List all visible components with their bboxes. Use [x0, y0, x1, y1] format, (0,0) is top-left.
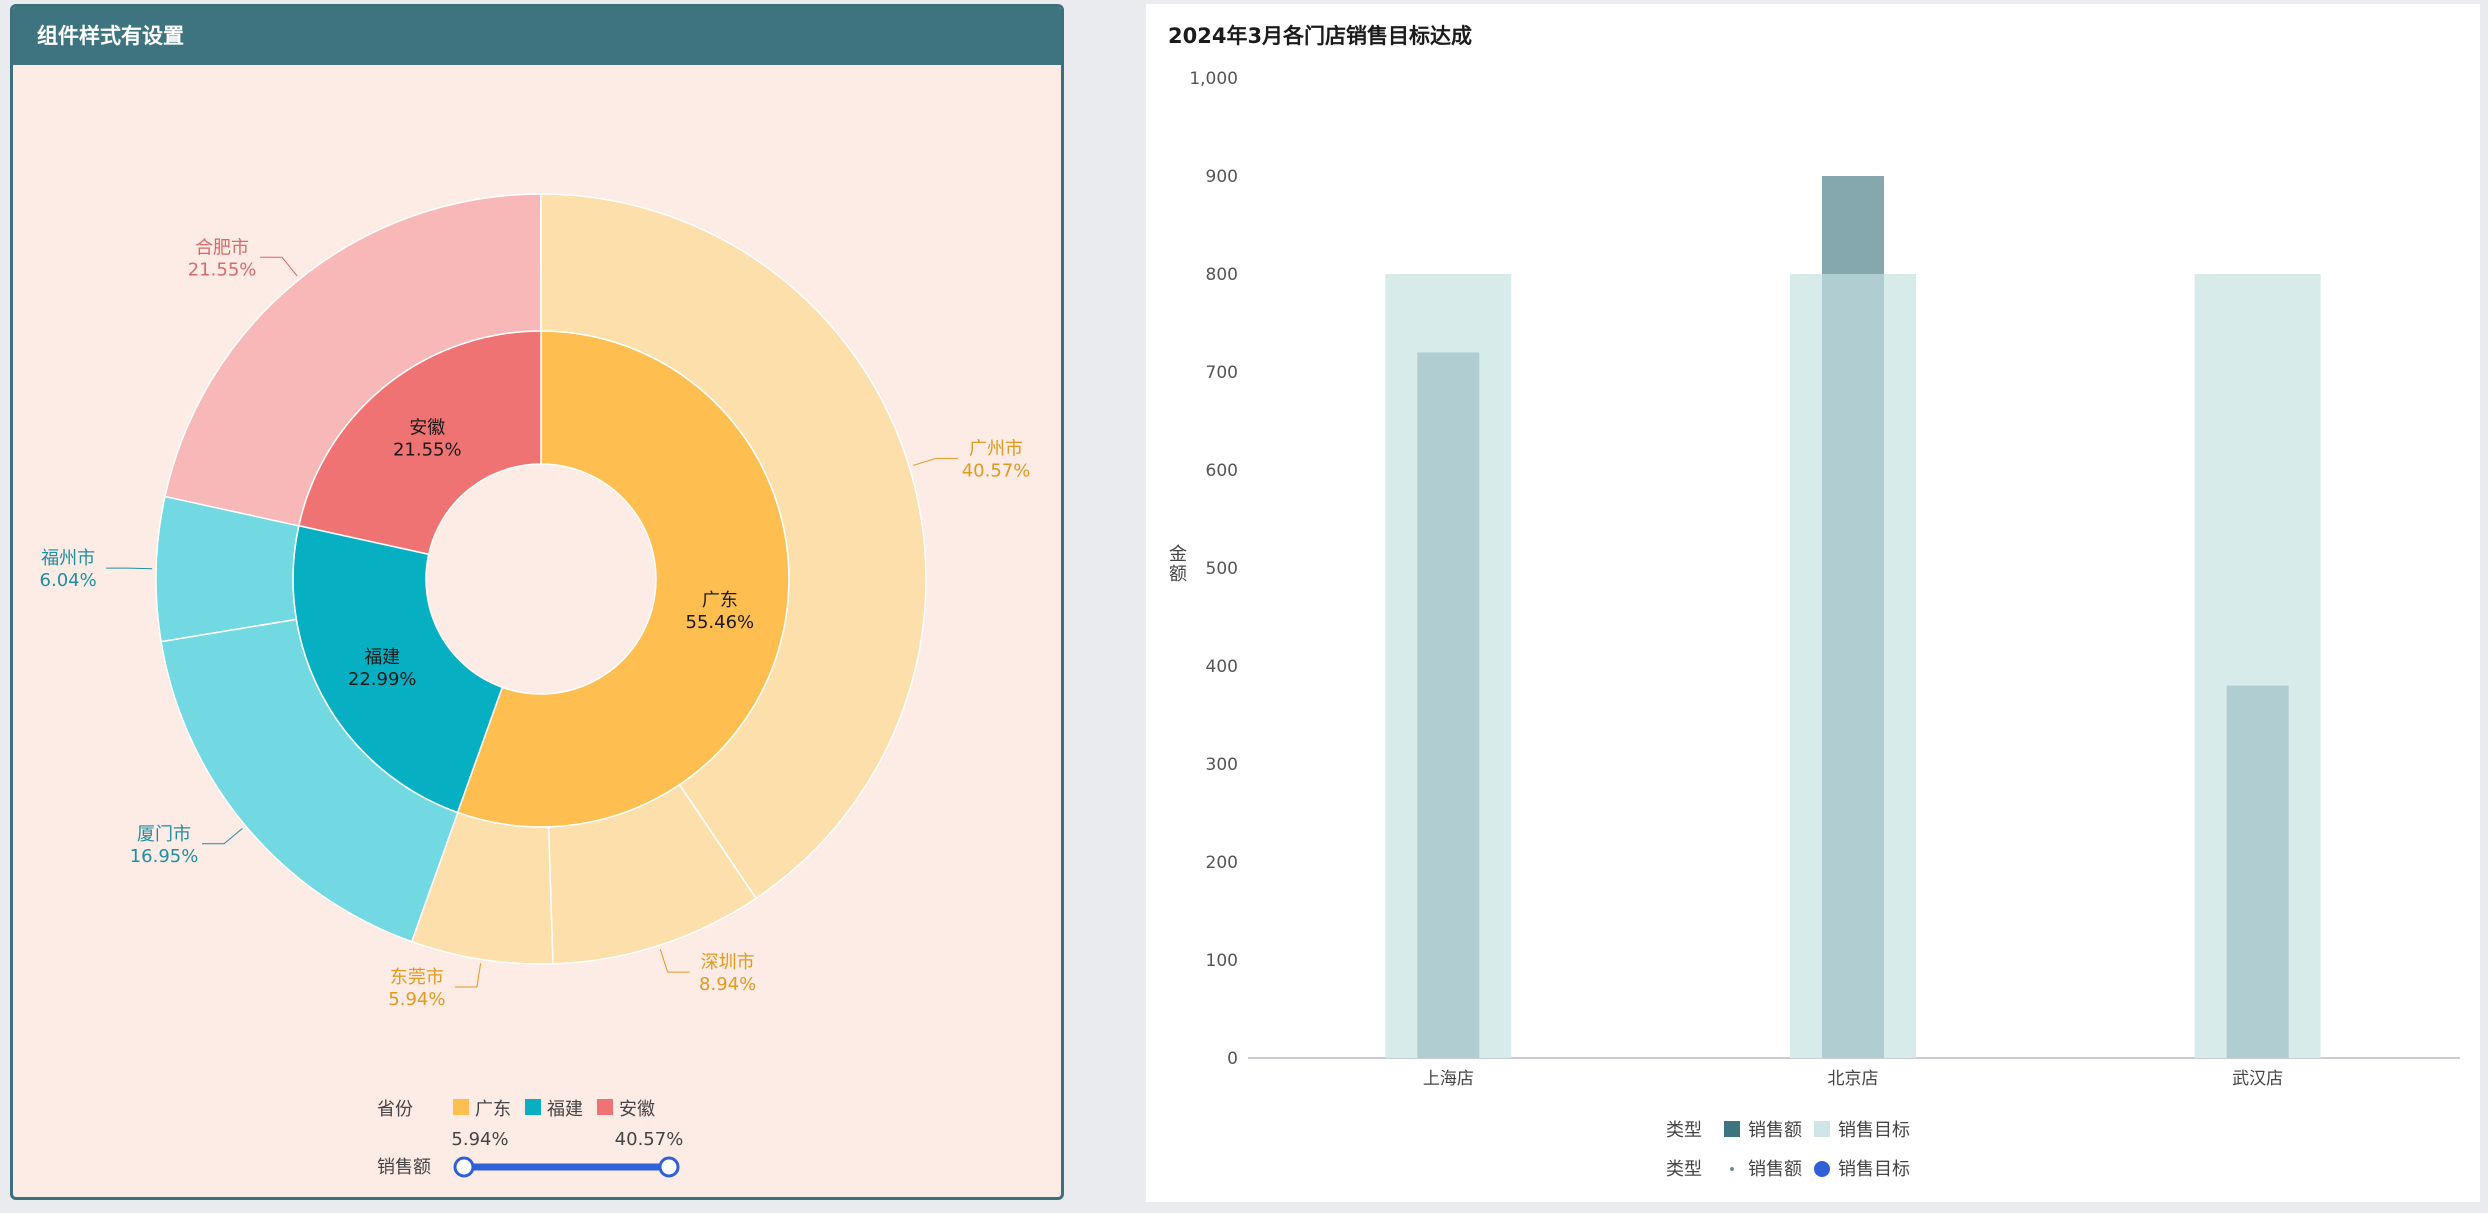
inner-slice-pct: 55.46%: [686, 612, 755, 633]
y-tick-label: 1,000: [1189, 69, 1238, 89]
legend-marker: [1814, 1161, 1830, 1177]
x-tick-label: 武汉店: [2232, 1069, 2283, 1089]
legend-label: 福建: [547, 1099, 583, 1120]
legend-label: 销售额: [1748, 1120, 1802, 1141]
legend-label: 销售额: [1748, 1159, 1802, 1180]
leader-line: [202, 827, 243, 845]
legend-marker: [1730, 1167, 1734, 1171]
y-axis-label-char: 金: [1169, 544, 1187, 565]
legend-label: 销售目标: [1838, 1159, 1910, 1180]
legend-title: 类型: [1666, 1120, 1702, 1141]
y-tick-label: 500: [1206, 559, 1238, 579]
slider-max-handle[interactable]: [658, 1156, 680, 1178]
outer-slice-pct: 5.94%: [388, 989, 445, 1010]
outer-slice-label: 东莞市: [390, 967, 444, 988]
inner-slice-label: 广东: [702, 590, 738, 611]
legend-label: 销售目标: [1838, 1120, 1910, 1141]
y-tick-label: 900: [1206, 167, 1238, 187]
outer-slice-label: 合肥市: [195, 237, 249, 258]
legend-item-0[interactable]: 广东: [453, 1099, 511, 1120]
y-tick-label: 0: [1227, 1049, 1238, 1069]
donut-card: 组件样式有设置 广东 55.46% 福建 22.99% 安徽 21.55% 广州市 40.57…: [10, 4, 1064, 1200]
outer-slice-label: 深圳市: [701, 952, 755, 973]
x-tick-label: 上海店: [1423, 1069, 1474, 1089]
outer-slice-label: 厦门市: [137, 824, 191, 845]
leader-line: [260, 256, 298, 277]
slider-label: 销售额: [377, 1157, 431, 1178]
y-tick-label: 200: [1206, 853, 1238, 873]
sales-bar[interactable]: [1822, 274, 1884, 1058]
slider-min-label: 5.94%: [451, 1129, 508, 1150]
y-axis-label-char: 额: [1169, 564, 1187, 585]
inner-slice-label: 福建: [364, 647, 400, 668]
y-tick-label: 400: [1206, 657, 1238, 677]
outer-slice-0[interactable]: [540, 193, 927, 900]
legend-swatch: [1724, 1121, 1740, 1137]
leader-line: [912, 457, 959, 466]
inner-slice-pct: 22.99%: [348, 669, 417, 690]
legend-title: 类型: [1666, 1159, 1702, 1180]
y-tick-label: 700: [1206, 363, 1238, 383]
leader-line: [106, 567, 153, 570]
legend-item-1[interactable]: 福建: [525, 1099, 583, 1120]
outer-slice-pct: 40.57%: [962, 460, 1031, 481]
legend-swatch: [597, 1099, 613, 1115]
outer-slice-pct: 16.95%: [130, 846, 199, 867]
legend-label: 安徽: [619, 1099, 655, 1120]
legend-item-2[interactable]: 安徽: [597, 1099, 655, 1120]
outer-slice-pct: 8.94%: [699, 974, 756, 995]
outer-slice-pct: 6.04%: [40, 570, 97, 591]
outer-slice-pct: 21.55%: [188, 259, 257, 280]
x-tick-label: 北京店: [1828, 1069, 1879, 1089]
outer-slice-label: 福州市: [41, 548, 95, 569]
y-tick-label: 600: [1206, 461, 1238, 481]
y-tick-label: 800: [1206, 265, 1238, 285]
inner-slice-pct: 21.55%: [393, 440, 462, 461]
legend2-item-0[interactable]: 销售额: [1730, 1159, 1802, 1180]
legend2-item-1[interactable]: 销售目标: [1814, 1159, 1910, 1180]
legend-swatch: [525, 1099, 541, 1115]
card-title: 组件样式有设置: [13, 7, 1061, 65]
chart-title: 2024年3月各门店销售目标达成: [1168, 24, 1473, 48]
sales-bar[interactable]: [2226, 685, 2289, 1058]
legend-item-1[interactable]: 销售目标: [1814, 1120, 1910, 1141]
outer-slice-label: 广州市: [969, 438, 1023, 459]
leader-line: [454, 963, 482, 988]
bar-card: 2024年3月各门店销售目标达成 0 100 200 300 400 500 600 700 8…: [1146, 4, 2480, 1202]
y-tick-label: 300: [1206, 755, 1238, 775]
legend-label: 广东: [475, 1099, 511, 1120]
legend-item-0[interactable]: 销售额: [1724, 1120, 1802, 1141]
slider-min-handle[interactable]: [453, 1156, 475, 1178]
legend-swatch: [453, 1099, 469, 1115]
y-tick-label: 100: [1206, 951, 1238, 971]
slider-max-label: 40.57%: [615, 1129, 684, 1150]
sales-bar-over-target[interactable]: [1822, 176, 1884, 274]
outer-slice-5[interactable]: [164, 193, 542, 527]
sales-bar[interactable]: [1417, 352, 1480, 1058]
leader-line: [659, 949, 690, 973]
legend-title: 省份: [377, 1099, 413, 1120]
outer-slice-3[interactable]: [160, 618, 459, 943]
legend-swatch: [1814, 1121, 1830, 1137]
inner-slice-label: 安徽: [409, 418, 445, 439]
